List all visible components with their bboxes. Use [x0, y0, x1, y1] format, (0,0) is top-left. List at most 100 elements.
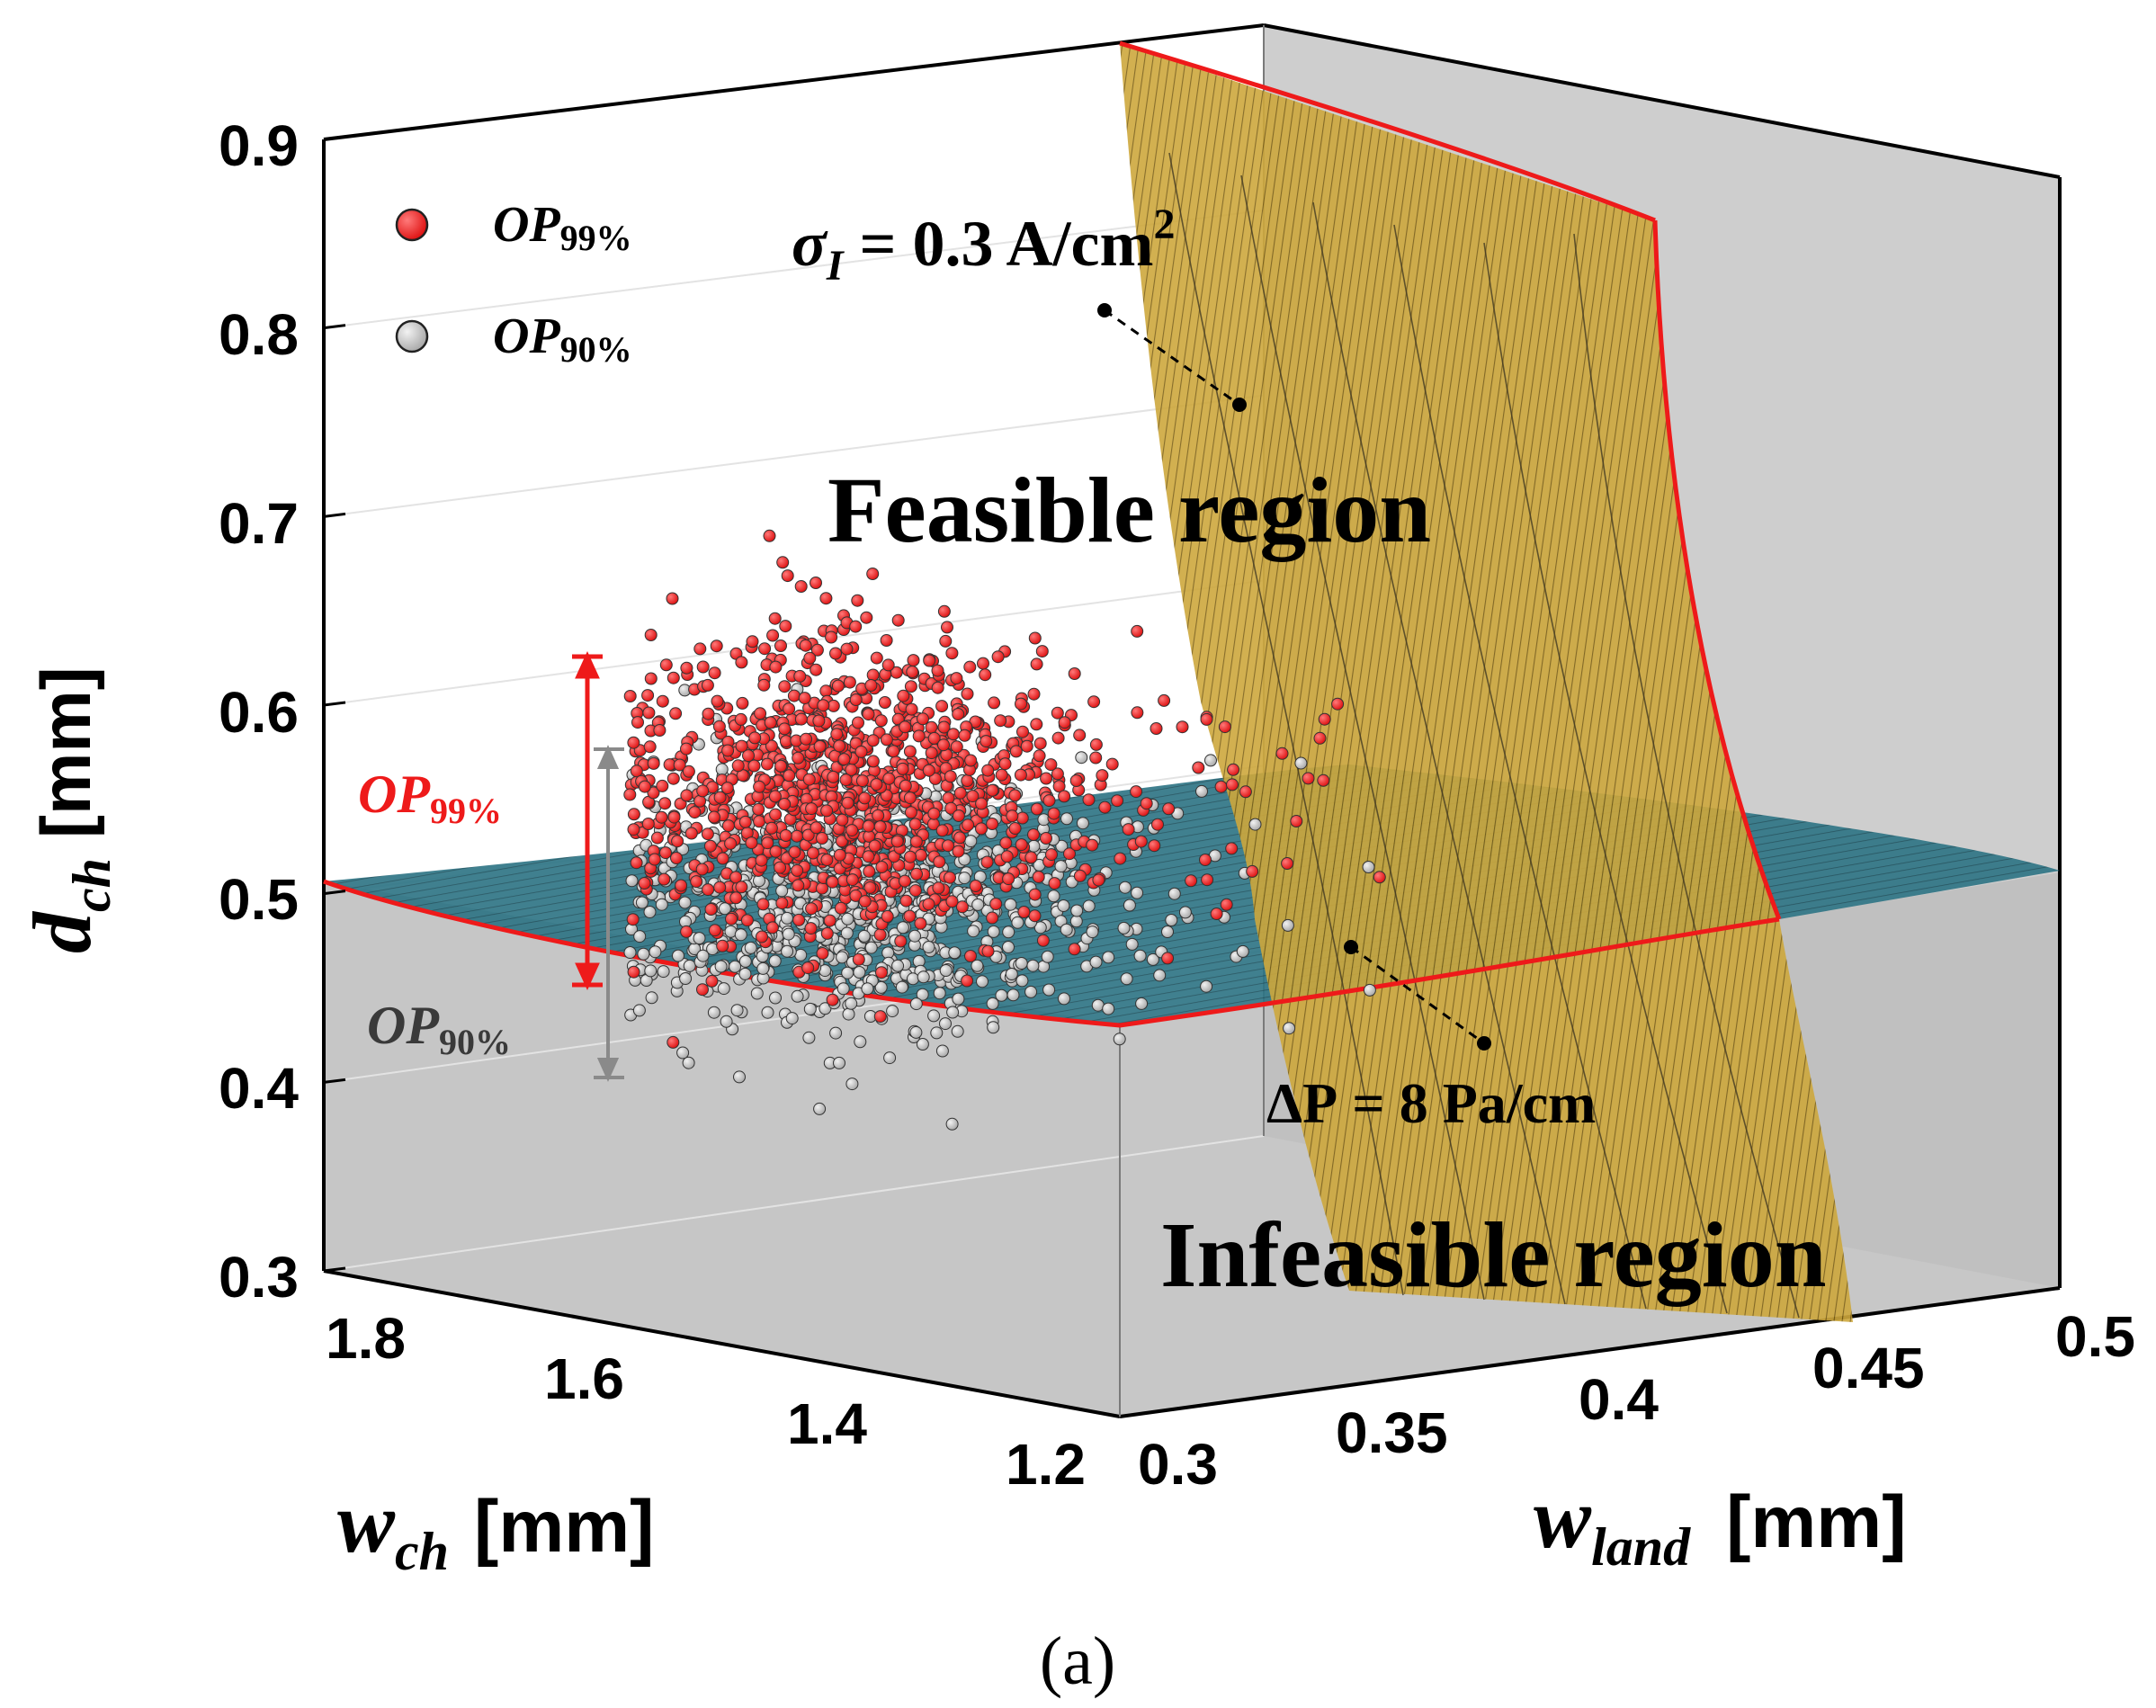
op99-point — [803, 651, 817, 665]
op99-point — [800, 732, 813, 746]
op90-point — [802, 1031, 816, 1044]
op90-point — [916, 1038, 929, 1051]
op99-point — [703, 839, 717, 853]
op90-point — [1236, 944, 1249, 958]
op99-point — [1073, 729, 1087, 742]
op90-point — [813, 1102, 827, 1115]
x-label-unit: [mm] — [474, 1486, 654, 1568]
op99-point — [696, 784, 710, 798]
op99-point — [696, 983, 709, 997]
op99-point — [752, 802, 765, 816]
op99-point — [725, 912, 738, 926]
op90-point — [775, 884, 789, 898]
op99-point — [638, 780, 651, 793]
op99-point — [659, 658, 673, 672]
op99-point — [1199, 854, 1212, 866]
y-tick-label: 0.3 — [1138, 1432, 1218, 1497]
op90-point — [1146, 952, 1159, 966]
op99-point — [716, 939, 729, 952]
op99-point — [644, 629, 658, 641]
y-tick-label: 0.4 — [1579, 1367, 1659, 1432]
z-tick-label: 0.7 — [219, 491, 299, 556]
svg-text:OP90%: OP90% — [493, 309, 632, 370]
op99-point — [720, 782, 734, 795]
op99-point — [757, 678, 771, 692]
op99-point — [776, 556, 790, 569]
op99-point — [899, 874, 911, 888]
op99-point — [675, 879, 688, 892]
op90-point — [864, 941, 878, 954]
op90-point — [1294, 756, 1308, 770]
op99-point — [658, 797, 672, 810]
op99-point — [805, 902, 819, 916]
op90-point — [908, 929, 921, 943]
y-label-sub: land — [1591, 1517, 1691, 1577]
op99-point — [816, 881, 828, 895]
x-tick-label: 1.4 — [787, 1391, 867, 1456]
op90-point — [781, 944, 794, 958]
op99-point — [774, 759, 788, 773]
legend: OP99% OP90% — [395, 197, 632, 370]
op99-point — [937, 604, 951, 618]
op99-point — [775, 897, 789, 910]
op99-point — [1032, 871, 1045, 883]
leader-sigma — [1097, 303, 1247, 412]
op99-point — [669, 707, 683, 720]
op99-point — [778, 798, 792, 810]
op99-point — [961, 687, 974, 701]
op99-point — [914, 848, 927, 862]
op99-point — [713, 791, 727, 804]
op99-point — [666, 592, 679, 605]
op99-point — [804, 922, 818, 935]
op99-point — [834, 901, 847, 915]
op99-point — [958, 729, 971, 742]
op99-point — [765, 821, 778, 835]
op99-point — [923, 654, 936, 667]
op99-point — [961, 974, 974, 988]
op90-point — [657, 965, 670, 979]
op99-point — [702, 883, 715, 897]
op90-point — [649, 945, 662, 959]
op99-point — [910, 867, 923, 881]
op99-point — [862, 850, 875, 863]
x-label-main: w — [337, 1474, 396, 1570]
op99-point — [1227, 763, 1240, 776]
z-tick-label: 0.9 — [219, 113, 299, 178]
op99-point — [1024, 851, 1038, 864]
op99-point — [643, 740, 657, 754]
op90-point — [1069, 915, 1083, 928]
x-axis-label: wch [mm] — [337, 1474, 654, 1581]
op99-point — [925, 747, 938, 760]
op99-point — [1082, 793, 1096, 807]
teal-boundary — [323, 879, 1780, 1028]
op99-point — [1035, 645, 1049, 658]
op99-point — [647, 756, 660, 770]
op99-point — [671, 835, 684, 848]
op90-point — [951, 1024, 964, 1038]
op99-point — [1051, 767, 1064, 781]
op90-point — [967, 925, 980, 938]
op99-point — [942, 839, 954, 853]
op99-point — [736, 696, 749, 710]
op99-point — [950, 740, 963, 754]
x-tick-label: 1.2 — [1006, 1432, 1086, 1497]
y-tick-label: 0.5 — [2055, 1304, 2135, 1369]
op99-point — [710, 639, 723, 653]
op99-point — [870, 651, 883, 665]
op99-point — [807, 846, 819, 860]
op90-point — [971, 959, 984, 972]
y-axis-ticks: 0.3 0.35 0.4 0.45 0.5 — [1138, 1304, 2135, 1497]
op90-point — [781, 911, 793, 925]
op90-point — [1060, 923, 1073, 936]
op99-point — [1331, 697, 1345, 711]
op99-point — [769, 660, 783, 674]
op99-point — [863, 881, 877, 894]
leader-deltap — [1344, 940, 1491, 1051]
op99-point — [935, 700, 949, 713]
op90-point — [1200, 979, 1213, 993]
op99-point — [1313, 731, 1327, 745]
op90-point — [886, 1005, 899, 1018]
op90-point — [1004, 898, 1017, 911]
op99-point — [944, 871, 956, 884]
op99-point — [1028, 631, 1042, 645]
